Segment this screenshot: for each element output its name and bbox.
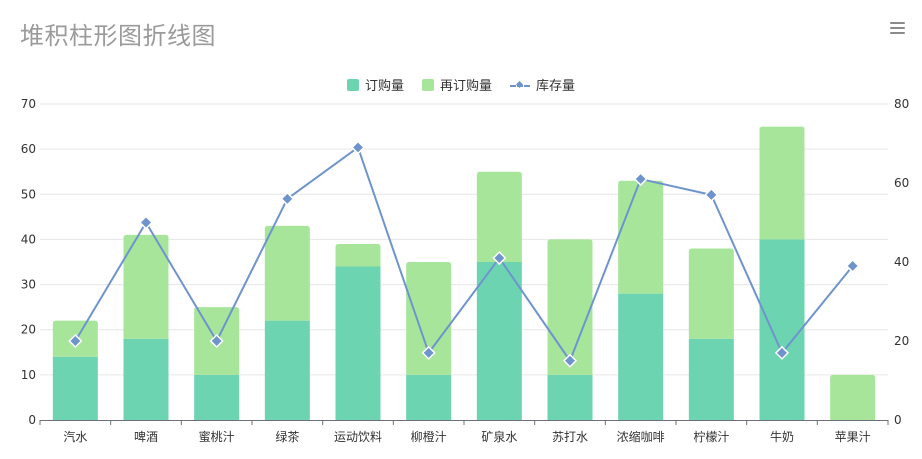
bar-order[interactable]	[688, 338, 734, 420]
point-stock[interactable]	[209, 333, 224, 349]
bar-order[interactable]	[618, 293, 664, 420]
y-right-tick-label: 80	[894, 97, 909, 111]
y-left-tick-label: 0	[28, 413, 36, 427]
y-left-tick-label: 40	[21, 232, 36, 246]
legend-item-reorder[interactable]: 再订购量	[421, 75, 492, 94]
bar-reorder[interactable]	[406, 262, 452, 375]
legend-label-order: 订购量	[364, 79, 404, 94]
y-right-tick-label: 0	[894, 413, 902, 427]
legend-item-order[interactable]: 订购量	[346, 75, 404, 94]
line-stock	[74, 146, 854, 362]
bar-reorder[interactable]	[618, 180, 664, 294]
legend-label-reorder: 再订购量	[439, 79, 492, 94]
y-left-tick-label: 60	[21, 142, 36, 156]
bar-reorder[interactable]	[547, 239, 593, 375]
x-tick-label: 汽水	[63, 429, 87, 444]
point-stock[interactable]	[774, 345, 790, 360]
bar-reorder[interactable]	[688, 248, 734, 339]
x-tick-label: 蜜桃汁	[199, 429, 235, 444]
y-left-tick-label: 20	[21, 323, 36, 337]
legend-label-stock: 库存量	[536, 79, 576, 94]
x-tick-label: 柠檬汁	[693, 429, 729, 444]
x-tick-label: 苹果汁	[835, 430, 871, 444]
legend-swatch-reorder	[421, 78, 434, 91]
legend-line-stock	[510, 79, 530, 91]
bar-order[interactable]	[52, 356, 98, 420]
bar-reorder[interactable]	[476, 171, 522, 262]
menu-bar	[890, 27, 905, 29]
bar-order[interactable]	[759, 239, 805, 420]
x-tick-label: 柳橙汁	[411, 429, 447, 444]
bar-order[interactable]	[194, 374, 240, 420]
point-stock[interactable]	[492, 250, 507, 266]
legend-swatch-order	[346, 78, 359, 91]
point-stock[interactable]	[633, 171, 648, 187]
hamburger-menu-icon[interactable]	[889, 20, 907, 36]
bar-order[interactable]	[264, 320, 310, 420]
bar-order[interactable]	[547, 374, 593, 420]
bar-order[interactable]	[476, 262, 522, 420]
bar-order[interactable]	[406, 374, 452, 420]
y-left-tick-label: 30	[21, 278, 36, 292]
legend-item-stock[interactable]: 库存量	[510, 75, 575, 94]
x-tick-label: 啤酒	[134, 429, 158, 444]
y-right-tick-label: 60	[894, 176, 909, 190]
x-tick-label: 运动饮料	[334, 430, 382, 444]
menu-bar	[890, 32, 905, 34]
y-left-tick-label: 50	[21, 187, 36, 201]
bar-reorder[interactable]	[759, 126, 805, 240]
point-stock[interactable]	[421, 345, 436, 360]
x-tick-label: 牛奶	[770, 429, 794, 444]
bar-reorder[interactable]	[123, 234, 169, 339]
menu-bar	[890, 22, 905, 24]
y-left-tick-label: 70	[21, 97, 36, 111]
point-stock[interactable]	[350, 140, 366, 155]
bar-reorder[interactable]	[335, 243, 381, 267]
chart-title: 堆积柱形图折线图	[20, 22, 216, 50]
bar-order[interactable]	[335, 266, 381, 420]
y-right-tick-label: 20	[894, 334, 909, 348]
bar-order[interactable]	[123, 338, 169, 420]
bar-reorder[interactable]	[830, 374, 876, 420]
legend: 订购量 再订购量 库存量	[0, 75, 922, 94]
x-tick-label: 绿茶	[275, 429, 299, 444]
point-stock[interactable]	[138, 215, 154, 230]
point-stock[interactable]	[68, 333, 83, 349]
point-stock[interactable]	[280, 191, 295, 206]
y-right-tick-label: 40	[894, 255, 909, 269]
point-stock[interactable]	[562, 353, 578, 368]
y-left-tick-label: 10	[21, 368, 36, 382]
x-tick-label: 浓缩咖啡	[617, 429, 665, 444]
point-stock[interactable]	[845, 258, 860, 274]
x-tick-label: 矿泉水	[481, 430, 517, 444]
bar-reorder[interactable]	[264, 225, 310, 321]
point-stock[interactable]	[704, 187, 719, 202]
x-tick-label: 苏打水	[552, 430, 588, 444]
